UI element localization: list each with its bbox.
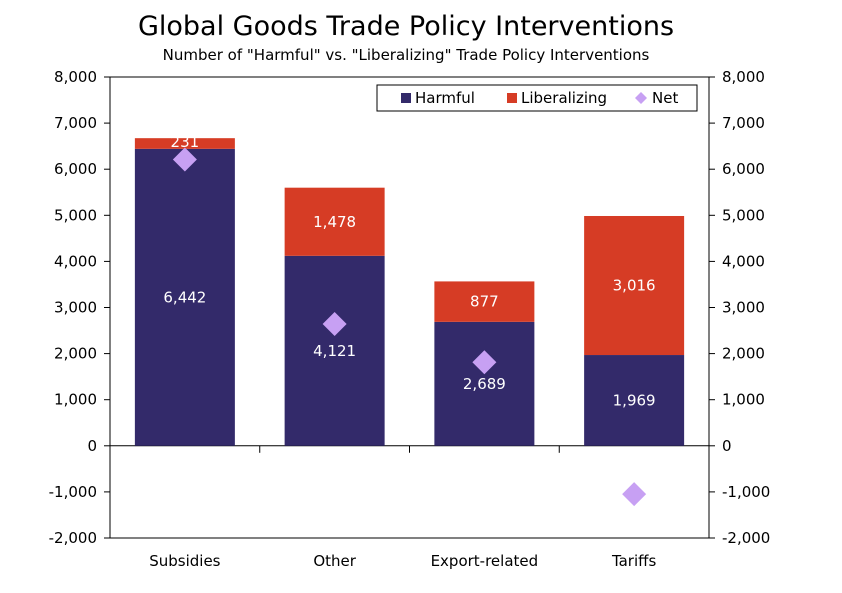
- y-tick-label-left: 6,000: [54, 160, 97, 178]
- y-tick-label-right: 6,000: [722, 160, 765, 178]
- category-label: Other: [313, 552, 356, 570]
- bar-liberalizing: [284, 187, 385, 256]
- y-tick-label-left: 5,000: [54, 206, 97, 224]
- y-tick-label-right: 8,000: [722, 68, 765, 86]
- legend-swatch-liberalizing: [507, 93, 517, 103]
- y-tick-label-left: 2,000: [54, 345, 97, 363]
- bar-liberalizing: [434, 281, 535, 322]
- net-marker: [172, 147, 197, 172]
- legend-swatch-harmful: [401, 93, 411, 103]
- y-tick-label-left: 7,000: [54, 114, 97, 132]
- bar-liberalizing: [584, 215, 685, 356]
- data-label-liberalizing: 231: [171, 133, 200, 151]
- bar-harmful: [284, 255, 385, 446]
- y-tick-label-left: -2,000: [49, 529, 97, 547]
- net-marker: [622, 482, 647, 507]
- data-label-liberalizing: 877: [470, 293, 499, 311]
- category-label: Tariffs: [611, 552, 657, 570]
- y-tick-label-right: 1,000: [722, 391, 765, 409]
- data-label-liberalizing: 1,478: [313, 213, 356, 231]
- bar-harmful: [434, 321, 535, 446]
- category-label: Export-related: [431, 552, 539, 570]
- y-tick-label-right: -2,000: [722, 529, 770, 547]
- net-marker: [322, 311, 347, 336]
- category-label: Subsidies: [149, 552, 220, 570]
- chart-title: Global Goods Trade Policy Interventions: [137, 11, 675, 42]
- data-label-harmful: 2,689: [463, 375, 506, 393]
- data-label-harmful: 4,121: [313, 342, 356, 360]
- y-tick-label-right: 5,000: [722, 206, 765, 224]
- data-label-harmful: 6,442: [163, 288, 206, 306]
- y-tick-label-left: 1,000: [54, 391, 97, 409]
- bar-liberalizing: [134, 138, 235, 149]
- y-tick-label-right: 0: [722, 437, 732, 455]
- net-marker: [472, 350, 497, 375]
- y-tick-label-left: 4,000: [54, 252, 97, 270]
- data-label-liberalizing: 3,016: [613, 277, 656, 295]
- bar-harmful: [134, 148, 235, 446]
- y-tick-label-right: 2,000: [722, 345, 765, 363]
- y-tick-label-right: 3,000: [722, 299, 765, 317]
- legend-label-net: Net: [652, 89, 678, 107]
- y-tick-label-left: 8,000: [54, 68, 97, 86]
- legend-label-harmful: Harmful: [415, 89, 475, 107]
- y-tick-label-right: 4,000: [722, 252, 765, 270]
- chart-subtitle: Number of "Harmful" vs. "Liberalizing" T…: [162, 46, 650, 64]
- y-tick-label-left: -1,000: [49, 483, 97, 501]
- bar-harmful: [584, 355, 685, 446]
- legend-swatch-net: [635, 92, 647, 104]
- y-tick-label-right: 7,000: [722, 114, 765, 132]
- y-tick-label-left: 0: [87, 437, 97, 455]
- data-label-harmful: 1,969: [613, 391, 656, 409]
- y-tick-label-right: -1,000: [722, 483, 770, 501]
- legend-label-liberalizing: Liberalizing: [521, 89, 607, 107]
- y-tick-label-left: 3,000: [54, 299, 97, 317]
